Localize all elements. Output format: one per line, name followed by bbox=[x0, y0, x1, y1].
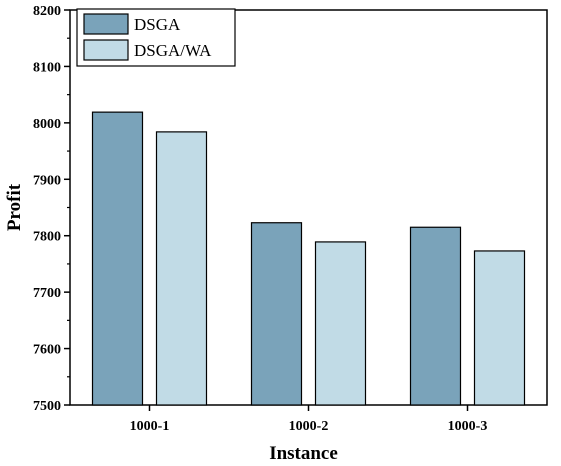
bar-dsga-1000-1 bbox=[91, 111, 144, 406]
y-tick-label: 8200 bbox=[33, 4, 61, 19]
y-tick-label: 8000 bbox=[33, 117, 61, 132]
x-tick-label: 1000-1 bbox=[130, 419, 170, 434]
x-tick-label: 1000-3 bbox=[448, 419, 488, 434]
legend-label: DSGA/WA bbox=[134, 41, 212, 60]
y-tick-label: 7600 bbox=[33, 343, 61, 358]
y-tick-label: 7900 bbox=[33, 173, 61, 188]
x-tick-label: 1000-2 bbox=[289, 419, 329, 434]
bar-dsga-wa-1000-3 bbox=[473, 250, 526, 406]
bar-dsga-wa-1000-1 bbox=[155, 131, 208, 406]
legend-label: DSGA bbox=[134, 15, 181, 34]
bar-dsga-1000-2 bbox=[250, 222, 303, 406]
legend-swatch bbox=[83, 13, 129, 35]
y-tick-label: 8100 bbox=[33, 60, 61, 75]
bar-dsga-wa-1000-2 bbox=[314, 241, 367, 406]
x-axis-title: Instance bbox=[269, 443, 338, 464]
legend: DSGA DSGA/WA bbox=[76, 8, 236, 67]
y-tick-label: 7500 bbox=[33, 399, 61, 414]
y-axis: 7500 7600 7700 7800 7900 8000 8100 8200 bbox=[33, 4, 70, 414]
legend-swatch bbox=[83, 39, 129, 61]
y-tick-label: 7800 bbox=[33, 230, 61, 245]
bar-dsga-1000-3 bbox=[409, 226, 462, 406]
y-axis-title: Profit bbox=[4, 183, 25, 231]
y-tick-label: 7700 bbox=[33, 286, 61, 301]
x-axis: 1000-1 1000-2 1000-3 bbox=[130, 405, 488, 434]
bars-layer bbox=[91, 111, 526, 406]
